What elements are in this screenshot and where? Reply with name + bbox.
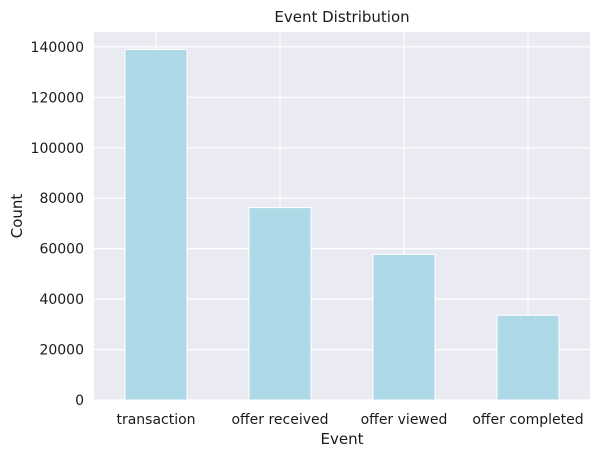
x-axis-title: Event: [321, 430, 364, 448]
y-tick-label: 40000: [39, 292, 84, 308]
x-tick-label: transaction: [116, 412, 195, 428]
chart-title: Event Distribution: [274, 8, 409, 26]
y-tick-label: 120000: [31, 90, 84, 106]
y-tick-label: 20000: [39, 343, 84, 359]
tick-labels: 0 20000 40000 60000 80000 100000 120000 140000 t…: [31, 40, 584, 428]
bar-transaction: [124, 49, 188, 401]
x-tick-label: offer received: [231, 412, 328, 428]
y-tick-label: 100000: [31, 141, 84, 157]
y-tick-label: 0: [75, 393, 84, 409]
y-tick-label: 60000: [39, 242, 84, 258]
bar-offer-received: [248, 207, 312, 401]
y-tick-label: 80000: [39, 191, 84, 207]
x-tick-label: offer completed: [472, 412, 583, 428]
bars: [124, 49, 560, 401]
bar-offer-viewed: [372, 253, 436, 401]
x-tick-label: offer viewed: [361, 412, 448, 428]
bar-offer-completed: [496, 314, 560, 401]
y-axis-title: Count: [8, 194, 26, 239]
y-tick-label: 140000: [31, 40, 84, 56]
